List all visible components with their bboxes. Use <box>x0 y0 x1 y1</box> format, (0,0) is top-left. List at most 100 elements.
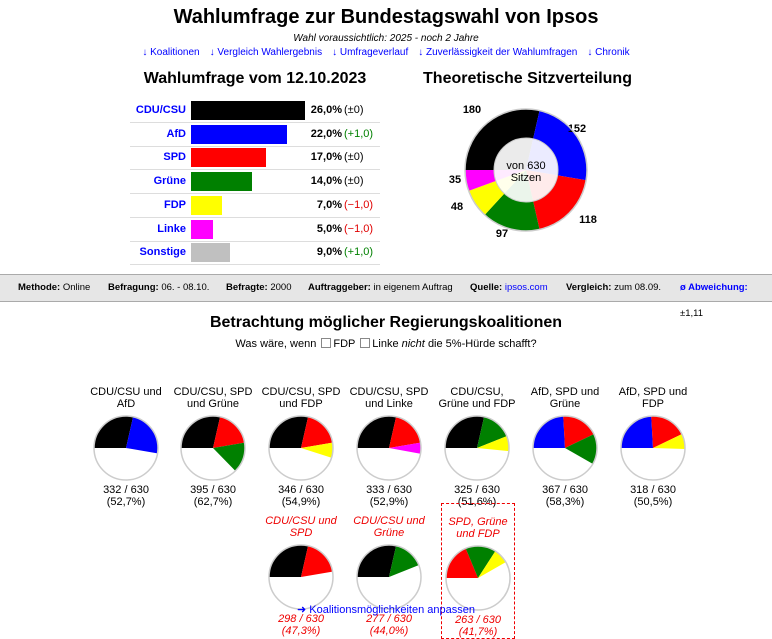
nav-zuverlaessigkeit[interactable]: ↓ Zuverlässigkeit der Wahlumfragen <box>418 47 578 58</box>
coalition-percent: (51,6%) <box>457 496 497 508</box>
party-name-link[interactable]: Grüne <box>153 175 186 188</box>
coalition-slice <box>269 416 309 448</box>
befragte-label: Befragte: <box>226 282 268 293</box>
coalition-slice <box>389 442 421 454</box>
party-name-link[interactable]: CDU/CSU <box>135 104 186 116</box>
coalition-card: CDU/CSU, SPD und Linke 333 / 630 (52,9%) <box>346 362 432 508</box>
coalition-seats: 332 / 630 <box>103 484 149 496</box>
coalition-slice <box>465 546 496 578</box>
linke-checkbox[interactable] <box>360 338 371 348</box>
coalition-card: CDU/CSU, SPD und Grüne 395 / 630 (62,7%) <box>170 362 256 508</box>
coalition-percent: (58,3%) <box>545 496 585 508</box>
party-bar <box>191 219 213 239</box>
coalition-slice <box>445 416 485 448</box>
party-change: (+1,0) <box>344 127 374 140</box>
auftrag-value: in eigenem Auftrag <box>373 282 453 293</box>
coalition-seats: 395 / 630 <box>190 484 236 496</box>
abweichung-link[interactable]: ø Abweichung: <box>680 282 748 293</box>
section-nav: ↓ Koalitionen ↓ Vergleich Wahlergebnis ↓ U… <box>0 47 772 58</box>
coalition-name: CDU/CSU und SPD <box>265 515 337 539</box>
party-change: (−1,0) <box>344 222 374 235</box>
auftrag-label: Auftraggeber: <box>308 282 371 293</box>
coalition-name: AfD, SPD und FDP <box>618 386 688 410</box>
page-title: Wahlumfrage zur Bundestagswahl von Ipsos <box>173 6 599 28</box>
coalition-card: AfD, SPD und Grüne 367 / 630 (58,3%) <box>522 362 608 508</box>
coalition-percent: (54,9%) <box>281 496 321 508</box>
party-change: (±0) <box>344 151 364 164</box>
coalition-percent: (50,5%) <box>633 496 673 508</box>
party-name-link[interactable]: Sonstige <box>139 246 186 259</box>
party-name-link[interactable]: AfD <box>166 127 186 140</box>
coalition-percent: (47,3%) <box>281 625 321 637</box>
party-row: Linke 5,0% (−1,0) <box>130 218 380 242</box>
coalition-slice <box>357 545 397 577</box>
coalition-slice <box>389 416 421 448</box>
party-row: CDU/CSU 26,0% (±0) <box>130 99 380 123</box>
party-value: 22,0% <box>310 127 342 140</box>
fdp-checkbox[interactable] <box>321 338 332 348</box>
party-row: FDP 7,0% (−1,0) <box>130 194 380 218</box>
coalition-slice <box>563 416 594 448</box>
coalition-name: CDU/CSU, SPD und Linke <box>349 386 429 410</box>
seat-label: 118 <box>579 214 597 226</box>
question-end: die 5%-Hürde schafft? <box>427 338 537 350</box>
party-value: 26,0% <box>310 104 342 116</box>
coalition-slice <box>181 416 221 448</box>
party-row: SPD 17,0% (±0) <box>130 146 380 171</box>
poll-title: Wahlumfrage vom 12.10.2023 <box>143 70 367 87</box>
coalition-slice <box>213 416 245 448</box>
coalition-name: CDU/CSU, Grüne und FDP <box>438 386 516 410</box>
party-bar <box>191 124 288 144</box>
quelle-link[interactable]: ipsos.com <box>504 282 548 293</box>
party-bar <box>191 172 253 192</box>
coalition-pie <box>93 415 159 481</box>
party-value: 5,0% <box>316 222 342 235</box>
coalition-pie <box>268 415 334 481</box>
nav-koalitionen[interactable]: ↓ Koalitionen <box>142 47 200 58</box>
coalition-seats: 333 / 630 <box>366 484 412 496</box>
party-bar <box>191 195 222 215</box>
party-value: 17,0% <box>310 151 342 164</box>
nav-umfrageverlauf[interactable]: ↓ Umfrageverlauf <box>332 47 409 58</box>
party-name-link[interactable]: FDP <box>164 198 186 211</box>
seat-label: 35 <box>449 174 461 186</box>
vergleich-value: zum 08.09. <box>614 282 662 293</box>
vergleich-label: Vergleich: <box>566 282 612 293</box>
nav-vergleich[interactable]: ↓ Vergleich Wahlergebnis <box>209 47 323 58</box>
coalition-percent: (62,7%) <box>193 496 233 508</box>
donut-ring <box>464 108 588 232</box>
coalitions-title: Betrachtung möglicher Regierungskoalitio… <box>209 314 563 331</box>
donut-center <box>493 137 559 203</box>
seat-label: 48 <box>451 201 463 213</box>
coalition-slice <box>301 545 333 577</box>
coalition-seats: 298 / 630 <box>278 613 324 625</box>
coalition-seats: 325 / 630 <box>454 484 500 496</box>
party-change: (±0) <box>344 104 364 116</box>
party-name-link[interactable]: SPD <box>163 151 186 164</box>
fdp-label: FDP <box>333 338 356 350</box>
coalition-pie <box>356 415 422 481</box>
linke-label: Linke <box>372 338 399 350</box>
party-row: Sonstige 9,0% (+1,0) <box>130 241 380 266</box>
coalition-name: CDU/CSU, SPD und FDP <box>261 386 341 410</box>
coalition-pie <box>180 415 246 481</box>
adjust-coalitions-link[interactable]: ➜ Koalitionsmöglichkeiten anpassen <box>297 604 475 616</box>
party-value: 14,0% <box>310 175 342 188</box>
coalition-pie <box>620 415 686 481</box>
coalition-slice <box>269 545 309 577</box>
seat-label: 97 <box>496 228 508 240</box>
donut-center-text: von 630 <box>506 160 545 172</box>
nav-chronik[interactable]: ↓ Chronik <box>587 47 630 58</box>
coalition-percent: (52,9%) <box>369 496 409 508</box>
coalition-percent: (41,7%) <box>458 626 498 638</box>
coalition-seats: 318 / 630 <box>630 484 676 496</box>
coalition-name: SPD, Grüne und FDP <box>448 516 508 540</box>
coalition-pie <box>445 545 511 611</box>
coalition-slice <box>621 416 653 448</box>
methode-label: Methode: <box>18 282 61 293</box>
coalition-card: SPD, Grüne und FDP 263 / 630 (41,7%) <box>441 503 515 639</box>
coalition-slice <box>126 416 158 454</box>
party-name-link[interactable]: Linke <box>157 222 186 235</box>
quelle-label: Quelle: <box>470 282 503 293</box>
